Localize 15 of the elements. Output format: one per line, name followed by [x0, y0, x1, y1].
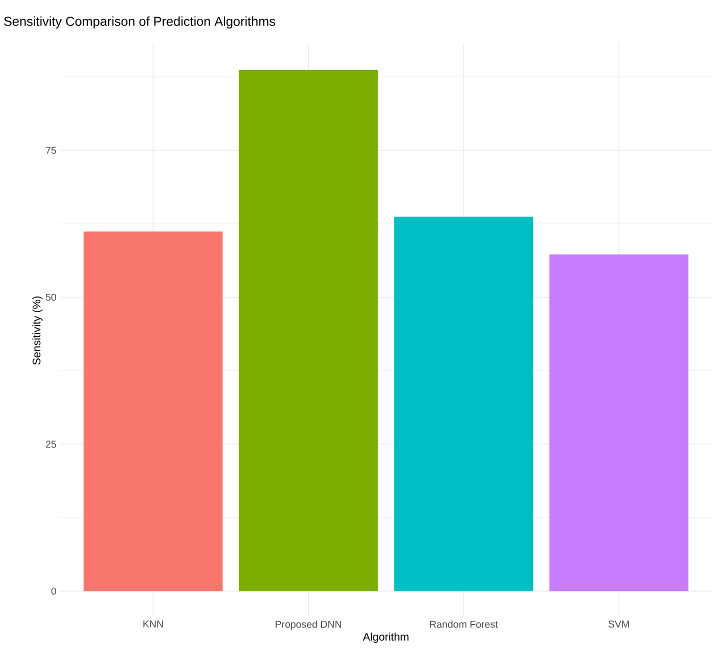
bar [394, 216, 534, 592]
chart-title: Sensitivity Comparison of Prediction Algorithms [4, 16, 276, 28]
x-tick-label: Random Forest [430, 620, 498, 628]
bar [238, 70, 378, 592]
x-tick-label: SVM [608, 620, 629, 628]
bar [84, 231, 223, 592]
y-axis-title: Sensitivity (%) [32, 296, 43, 365]
x-tick-label: KNN [143, 620, 163, 628]
x-tick-label: Proposed DNN [276, 620, 342, 630]
y-tick-label: 25 [46, 440, 56, 448]
y-tick-label: 50 [46, 294, 56, 301]
bar [549, 254, 688, 592]
y-tick-label: 0 [51, 588, 56, 595]
y-tick-label: 75 [46, 146, 56, 154]
x-axis-title: Algorithm [362, 632, 408, 643]
